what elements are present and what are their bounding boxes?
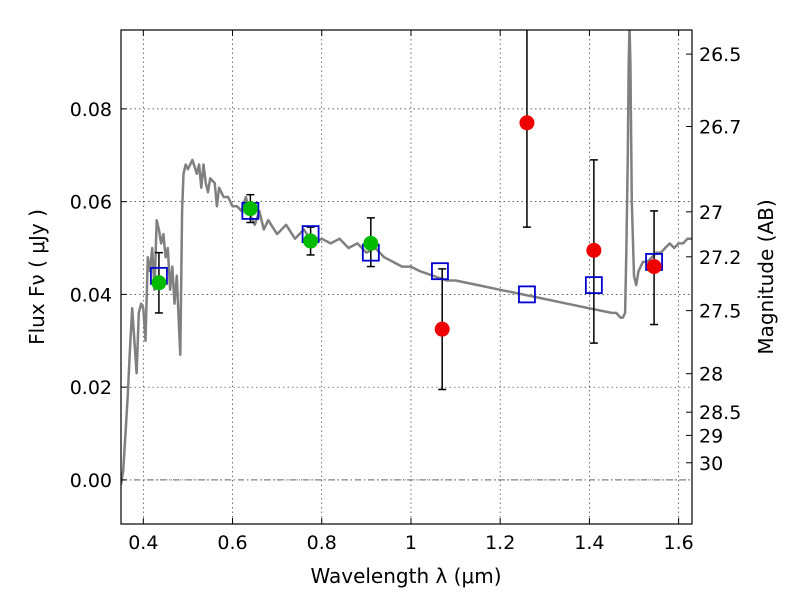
tick-label-layer: 0.4 0.6 0.8 1 1.2 1.4 1.6 0.00 0.02 0.04 0.06 0.08 2… <box>70 44 742 554</box>
x-tick-label: 0.8 <box>307 532 337 554</box>
y-tick-label: 0.00 <box>70 470 112 492</box>
mag-tick-label: 29 <box>699 425 723 447</box>
detection-marker <box>243 201 258 216</box>
y-axis-right-title: Magnitude (AB) <box>754 199 778 354</box>
detection-marker <box>363 236 378 251</box>
x-axis-title: Wavelength λ (μm) <box>310 564 501 588</box>
x-tick-label: 0.6 <box>217 532 247 554</box>
y-tick-label: 0.08 <box>70 99 112 121</box>
tick-layer <box>121 30 692 524</box>
y-tick-label: 0.02 <box>70 377 112 399</box>
grid-layer <box>121 30 692 524</box>
detection-marker <box>303 234 318 249</box>
upper-limit-marker <box>519 115 534 130</box>
mag-tick-label: 30 <box>699 453 723 475</box>
marker-layer <box>151 115 662 336</box>
y-tick-label: 0.04 <box>70 284 112 306</box>
model-sed-layer <box>121 25 692 484</box>
y-axis-title: Flux Fν ( μJy ) <box>25 209 49 345</box>
x-tick-label: 1.4 <box>574 532 604 554</box>
plot-frame <box>121 30 692 524</box>
x-tick-label: 1.2 <box>485 532 515 554</box>
y-tick-label: 0.06 <box>70 192 112 214</box>
detection-marker <box>151 275 166 290</box>
x-tick-label: 0.4 <box>128 532 158 554</box>
x-tick-label: 1 <box>405 532 417 554</box>
mag-tick-label: 28 <box>699 364 723 386</box>
mag-tick-label: 26.5 <box>699 44 741 66</box>
x-tick-label: 1.6 <box>664 532 694 554</box>
upper-limit-marker <box>586 243 601 258</box>
mag-tick-label: 27 <box>699 202 723 224</box>
upper-limit-marker <box>435 322 450 337</box>
errorbar-layer <box>155 28 658 390</box>
sed-chart: 0.4 0.6 0.8 1 1.2 1.4 1.6 0.00 0.02 0.04 0.06 0.08 2… <box>0 0 800 600</box>
upper-limit-marker <box>647 259 662 274</box>
mag-tick-label: 27.2 <box>699 247 741 269</box>
mag-tick-label: 27.5 <box>699 301 741 323</box>
mag-tick-label: 26.7 <box>699 116 741 138</box>
model-sed-line <box>121 25 692 484</box>
mag-tick-label: 28.5 <box>699 402 741 424</box>
